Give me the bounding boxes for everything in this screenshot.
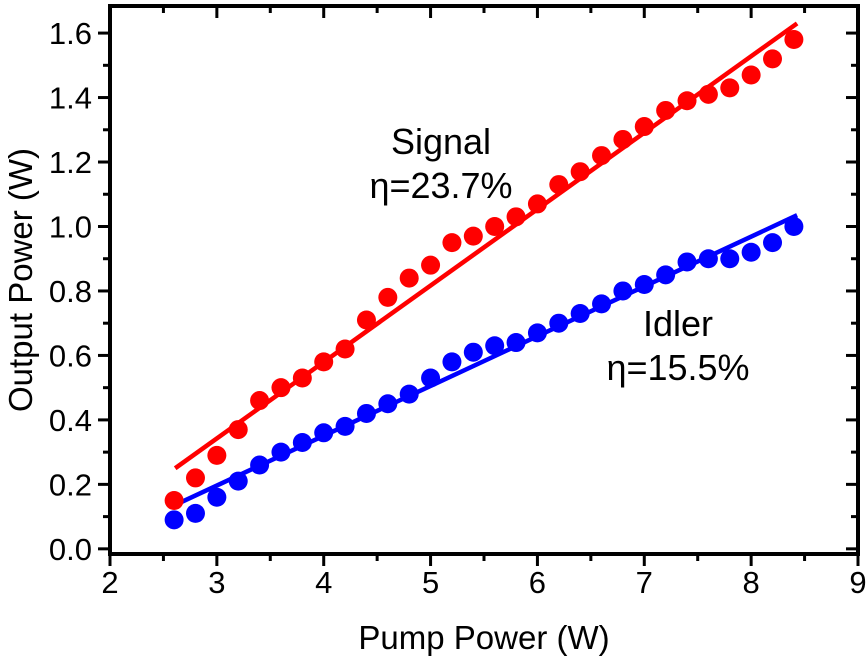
idler-annotation-name: Idler	[642, 303, 714, 344]
idler-data-point	[698, 249, 718, 269]
y-tick-label: 0.8	[49, 274, 92, 309]
idler-data-point	[506, 333, 526, 353]
signal-data-point	[677, 91, 697, 111]
x-tick-label: 7	[636, 565, 653, 600]
y-tick-label: 1.4	[49, 81, 92, 116]
idler-data-point	[185, 503, 205, 523]
idler-data-point	[335, 416, 355, 436]
signal-data-point	[442, 233, 462, 253]
idler-annotation: Idler η=15.5%	[606, 302, 749, 390]
idler-data-point	[271, 442, 291, 462]
y-axis-title: Output Power (W)	[2, 148, 39, 412]
idler-data-point	[164, 510, 184, 530]
signal-data-point	[207, 445, 227, 465]
signal-data-point	[741, 65, 761, 85]
idler-annotation-efficiency: η=15.5%	[606, 347, 750, 388]
x-tick-label: 6	[529, 565, 546, 600]
x-tick-label: 5	[422, 565, 439, 600]
signal-data-point	[506, 207, 526, 227]
signal-annotation: Signal η=23.7%	[369, 120, 512, 208]
idler-data-point	[741, 242, 761, 262]
x-tick-label: 8	[743, 565, 760, 600]
signal-data-point	[763, 49, 783, 69]
idler-data-point	[656, 265, 676, 285]
signal-data-point	[634, 117, 654, 137]
x-tick-label: 2	[101, 565, 118, 600]
idler-data-point	[763, 233, 783, 253]
idler-data-point	[250, 455, 270, 475]
idler-data-point	[442, 352, 462, 372]
signal-data-point	[335, 339, 355, 359]
signal-annotation-name: Signal	[390, 121, 492, 162]
idler-data-point	[720, 249, 740, 269]
signal-data-point	[185, 468, 205, 488]
y-tick-label: 0.6	[49, 338, 92, 373]
signal-data-point	[314, 352, 334, 372]
idler-data-point	[314, 423, 334, 443]
signal-data-point	[549, 175, 569, 195]
idler-data-point	[677, 252, 697, 272]
idler-data-point	[485, 336, 505, 356]
y-tick-label: 1.2	[49, 145, 92, 180]
y-tick-label: 1.0	[49, 209, 92, 244]
idler-data-point	[527, 323, 547, 343]
signal-data-point	[613, 129, 633, 149]
plot-frame	[108, 4, 860, 556]
idler-data-point	[570, 304, 590, 324]
signal-data-point	[656, 100, 676, 120]
x-tick-label: 9	[849, 565, 866, 600]
idler-data-point	[228, 471, 248, 491]
signal-data-point	[463, 226, 483, 246]
idler-data-point	[634, 275, 654, 295]
signal-data-point	[570, 162, 590, 182]
signal-data-point	[356, 310, 376, 330]
signal-data-point	[271, 378, 291, 398]
generated-plot-layer: 2 3 4 5 6 7 8 9 0.0 0.2 0.4 0.6 0.8 1.0 1.2 1.4 1.6	[49, 4, 866, 600]
signal-data-point	[164, 490, 184, 510]
signal-data-point	[527, 194, 547, 214]
idler-data-point	[784, 216, 804, 236]
signal-data-point	[421, 255, 441, 275]
signal-data-point	[292, 368, 312, 388]
signal-data-point	[250, 391, 270, 411]
idler-data-point	[378, 394, 398, 414]
idler-data-point	[613, 281, 633, 301]
signal-data-point	[228, 420, 248, 440]
y-tick-label: 1.6	[49, 16, 92, 51]
signal-data-point	[485, 216, 505, 236]
x-axis-title: Pump Power (W)	[358, 619, 609, 656]
y-tick-label: 0.2	[49, 467, 92, 502]
signal-data-point	[592, 146, 612, 166]
signal-data-point	[399, 268, 419, 288]
y-tick-label: 0.0	[49, 532, 92, 567]
idler-data-point	[207, 487, 227, 507]
idler-data-point	[463, 342, 483, 362]
idler-data-point	[549, 313, 569, 333]
idler-data-point	[399, 384, 419, 404]
idler-data-point	[592, 294, 612, 314]
idler-data-point	[356, 403, 376, 423]
signal-data-point	[784, 30, 804, 50]
signal-annotation-efficiency: η=23.7%	[369, 165, 513, 206]
x-tick-label: 3	[208, 565, 225, 600]
y-tick-label: 0.4	[49, 403, 92, 438]
x-tick-label: 4	[315, 565, 332, 600]
signal-data-point	[720, 78, 740, 98]
idler-data-point	[421, 368, 441, 388]
signal-data-point	[698, 84, 718, 104]
idler-data-point	[292, 432, 312, 452]
signal-data-point	[378, 287, 398, 307]
